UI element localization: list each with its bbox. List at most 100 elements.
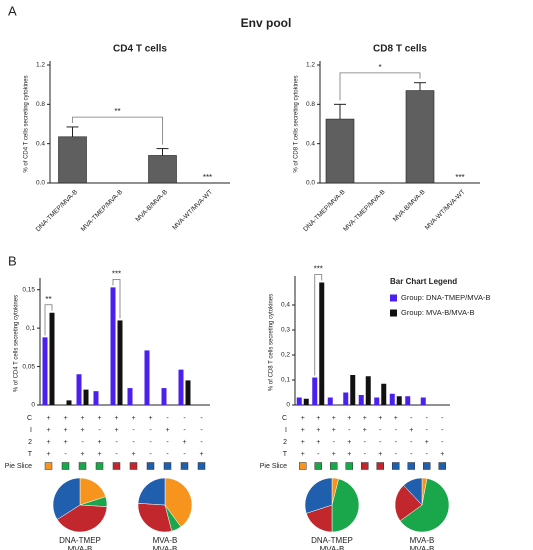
sign: + <box>440 451 444 458</box>
sign: - <box>441 439 444 446</box>
bar <box>42 337 48 405</box>
bar <box>312 377 318 405</box>
sign: + <box>301 415 305 422</box>
y-tick-label: 0,3 <box>281 327 290 334</box>
significance-bracket <box>339 72 421 101</box>
x-tick-label: DNA-TMEP/MVA-B <box>35 189 79 233</box>
y-tick-label: 0 <box>286 402 290 409</box>
bar <box>127 388 133 405</box>
x-tick-label: MVA-WT/MVA-WT <box>171 189 214 232</box>
pie-slice <box>164 477 193 528</box>
pie-slice <box>403 477 423 506</box>
sign: + <box>425 439 429 446</box>
sign: - <box>441 427 444 434</box>
sign: + <box>46 439 50 446</box>
bar <box>58 136 87 184</box>
sign: - <box>395 439 398 446</box>
sign: - <box>115 451 118 458</box>
sign: + <box>46 427 50 434</box>
y-tick-label: 0,1 <box>281 377 290 384</box>
sign: - <box>166 439 169 446</box>
sign: - <box>149 439 152 446</box>
sign: + <box>182 439 186 446</box>
pie-label: MVA-B <box>68 545 93 550</box>
chart-title: CD4 T cells <box>113 44 167 55</box>
sign: - <box>149 427 152 434</box>
bar <box>365 376 371 405</box>
sign: - <box>166 451 169 458</box>
sign: + <box>378 451 382 458</box>
chart-title: CD8 T cells <box>373 44 427 55</box>
legend-label: Group: MVA-B/MVA-B <box>401 308 475 317</box>
sign: - <box>200 427 203 434</box>
pie-slice-key <box>112 462 121 470</box>
y-axis-label: % of CD8 T cells secreting cytokines <box>294 75 300 172</box>
sign: + <box>394 415 398 422</box>
y-tick-label: 1.2 <box>36 62 45 69</box>
sign: - <box>166 415 169 422</box>
y-tick-label: 0.8 <box>36 101 45 108</box>
pie-slice <box>137 503 173 533</box>
row-label: C <box>27 415 32 422</box>
sign: - <box>132 439 135 446</box>
row-label: I <box>285 427 287 434</box>
sign: + <box>332 451 336 458</box>
bar <box>389 393 395 405</box>
significance-bracket <box>72 116 163 145</box>
y-tick-label: 0.0 <box>306 180 315 187</box>
sign: + <box>97 415 101 422</box>
bar <box>110 287 116 405</box>
bar <box>319 282 325 405</box>
x-tick-label: DNA-TMEP/MVA-B <box>302 189 346 233</box>
sign: + <box>301 439 305 446</box>
significance-bracket <box>314 274 323 376</box>
sign: - <box>410 451 413 458</box>
sign: - <box>183 427 186 434</box>
bar <box>343 392 349 405</box>
bar <box>296 397 302 405</box>
y-tick-label: 0,4 <box>281 302 290 309</box>
pie-slice-key <box>345 462 353 470</box>
significance-bracket <box>44 304 53 336</box>
annotation: * <box>378 63 381 72</box>
pie-slice-key <box>146 462 155 470</box>
pie-slice <box>137 477 166 506</box>
sign: - <box>115 439 118 446</box>
sign: - <box>81 439 84 446</box>
pie-slice-key <box>376 462 384 470</box>
sign: + <box>347 451 351 458</box>
sign: - <box>333 439 336 446</box>
pie-slice-key <box>423 462 431 470</box>
bar <box>161 388 167 405</box>
row-label: 2 <box>283 439 287 446</box>
x-tick-label: MVA-B/MVA-B <box>134 189 169 224</box>
significance-bracket <box>112 278 121 319</box>
pie-slice-key <box>44 462 53 470</box>
pie-slice <box>394 484 423 522</box>
pie-slice <box>304 477 333 514</box>
bar <box>117 320 123 405</box>
sign: + <box>409 427 413 434</box>
bar <box>185 380 191 405</box>
sign: + <box>347 415 351 422</box>
sign: - <box>364 451 367 458</box>
sign: + <box>46 415 50 422</box>
row-label: C <box>282 415 287 422</box>
y-axis-label: % of CD4 T cells secreting cytokines <box>24 75 30 172</box>
pie-label: MVA-B <box>410 545 435 550</box>
sign: + <box>80 415 84 422</box>
row-label: T <box>28 451 33 458</box>
bar <box>325 118 355 184</box>
sign: - <box>183 451 186 458</box>
sign: + <box>80 451 84 458</box>
sign: + <box>332 415 336 422</box>
pie-slice <box>399 478 450 533</box>
sign: + <box>97 439 101 446</box>
pie-label: MVA-B <box>153 545 178 550</box>
pie-label: MVA-B <box>320 545 345 550</box>
legend-swatch <box>390 309 397 317</box>
bar <box>49 312 55 405</box>
legend-title: Bar Chart Legend <box>390 277 457 286</box>
bar <box>83 389 89 405</box>
